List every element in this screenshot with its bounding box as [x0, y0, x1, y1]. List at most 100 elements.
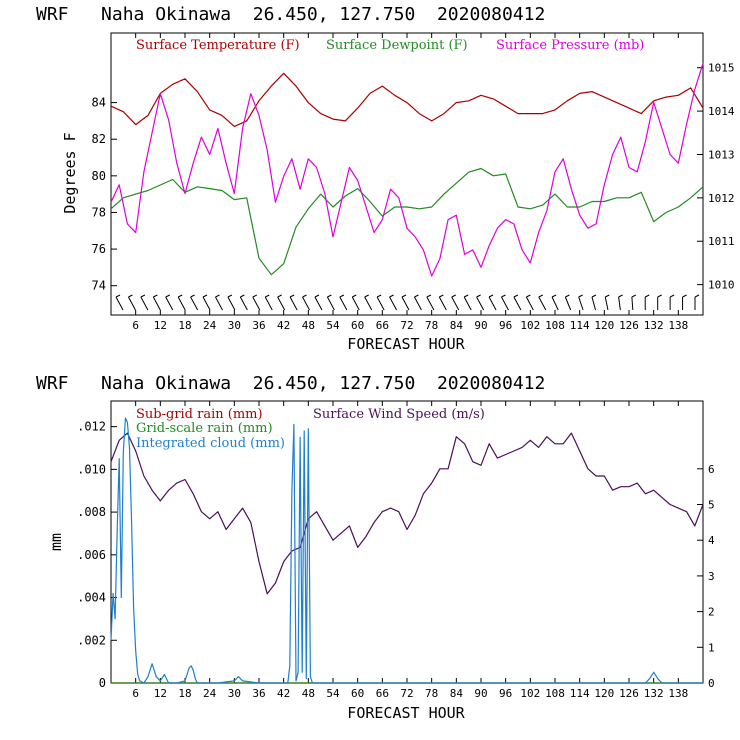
- chart2-x-axis-label: FORECAST HOUR: [347, 704, 465, 722]
- chart1-x-tick-label: 18: [178, 319, 191, 332]
- chart1-x-tick-label: 96: [499, 319, 512, 332]
- chart1-x-tick-label: 30: [228, 319, 241, 332]
- chart1-wind-barb-flag: [252, 294, 258, 298]
- chart1-wind-barb-flag: [140, 294, 146, 298]
- chart1-y2-tick-label: 1011: [708, 235, 735, 248]
- chart1-x-tick-label: 48: [302, 319, 315, 332]
- chart2-x-tick-label: 48: [302, 687, 315, 700]
- chart1-y2-tick-label: 1015: [708, 62, 735, 75]
- chart2-x-tick-label: 60: [351, 687, 364, 700]
- chart1-x-tick-label: 24: [203, 319, 217, 332]
- chart2-y-tick-label: 0: [99, 676, 106, 690]
- chart1-wind-barb-flag: [501, 294, 506, 298]
- chart2-x-tick-label: 138: [668, 687, 688, 700]
- chart2-y2-tick-label: 1: [708, 641, 715, 654]
- chart1-wind-barb-flag: [302, 294, 307, 298]
- chart1-y2-tick-label: 1012: [708, 192, 735, 205]
- chart1-wind-barb-flag: [227, 294, 233, 298]
- chart1-wind-barb-flag: [153, 294, 158, 298]
- chart1-wind-barb-flag: [264, 294, 270, 298]
- chart1-wind-barb-flag: [565, 294, 570, 298]
- chart2-x-tick-label: 96: [499, 687, 512, 700]
- chart2-y2-tick-label: 0: [708, 677, 715, 690]
- chart1-wind-barb-flag: [240, 294, 245, 298]
- chart1-wind-barb-flag: [463, 294, 469, 298]
- chart1-wind-barb: [165, 296, 174, 311]
- chart2-x-tick-label: 66: [376, 687, 389, 700]
- chart1-title: WRF Naha Okinawa 26.450, 127.750 2020080…: [36, 4, 545, 25]
- chart1-x-tick-label: 78: [425, 319, 438, 332]
- chart2-x-tick-label: 42: [277, 687, 290, 700]
- chart1-legend-dewpoint: Surface Dewpoint (F): [326, 38, 468, 53]
- chart2-x-tick-label: 132: [644, 687, 664, 700]
- chart1-wind-barb-flag: [327, 294, 332, 298]
- chart2-x-tick-label: 126: [619, 687, 639, 700]
- chart1-wind-barb: [302, 296, 310, 311]
- chart2-series-line-surface-wind-speed: [110, 432, 704, 595]
- chart1-x-tick-label: 90: [474, 319, 487, 332]
- chart2-x-tick-label: 102: [520, 687, 540, 700]
- chart1-wind-barb-flag: [551, 294, 557, 298]
- chart1-wind-barb-flag: [439, 294, 444, 298]
- chart1-wind-barb-flag: [190, 294, 195, 298]
- chart1-wind-barb: [152, 296, 161, 311]
- chart1-y-axis-label: Degrees F: [61, 132, 79, 213]
- chart2-y2-tick-label: 4: [708, 534, 715, 547]
- chart1-wind-barb: [140, 296, 149, 311]
- chart1-wind-barb: [525, 296, 534, 311]
- chart1-x-tick-label: 54: [326, 319, 340, 332]
- chart2-legend-cloud: Integrated cloud (mm): [136, 436, 285, 451]
- chart1-wind-barb: [413, 296, 422, 311]
- chart1-x-tick-label: 84: [450, 319, 464, 332]
- chart2-x-tick-label: 108: [545, 687, 565, 700]
- chart1-wind-barb: [314, 296, 323, 311]
- chart1-wind-barb: [252, 296, 261, 311]
- chart1-y-tick-label: 74: [92, 279, 106, 293]
- chart2-x-tick-label: 72: [400, 687, 413, 700]
- chart1-wind-barb: [202, 296, 211, 311]
- chart1-wind-barb: [215, 296, 223, 311]
- chart1-wind-barb: [618, 296, 621, 311]
- chart1-wind-barb: [604, 296, 609, 311]
- chart1-wind-barb: [339, 296, 348, 311]
- chart2-y-tick-label: .008: [77, 505, 106, 519]
- chart2-x-tick-label: 84: [450, 687, 464, 700]
- chart1-wind-barb: [564, 296, 572, 311]
- chart1-wind-barb-flag: [426, 294, 432, 298]
- chart1-x-tick-label: 60: [351, 319, 364, 332]
- chart1-series-line-surface-temperature: [110, 72, 704, 128]
- chart1-wind-barb: [488, 296, 497, 311]
- chart1-wind-barb: [463, 296, 472, 311]
- chart2-y-tick-label: .002: [77, 633, 106, 647]
- chart1-wind-barb-flag: [339, 294, 345, 298]
- chart1-wind-barb-flag: [289, 294, 295, 298]
- chart1-wind-barb-flag: [631, 294, 637, 298]
- chart1-y-tick-label: 76: [92, 242, 106, 256]
- chart1-wind-barb: [351, 296, 360, 311]
- chart1-wind-barb: [513, 296, 522, 311]
- chart1-wind-barb-flag: [202, 294, 208, 298]
- chart2-y2-tick-label: 6: [708, 463, 715, 476]
- chart1-x-axis-label: FORECAST HOUR: [347, 335, 465, 353]
- chart1-x-tick-label: 42: [277, 319, 290, 332]
- chart1-wind-barb-flag: [401, 294, 407, 298]
- chart1-wind-barb-flag: [128, 294, 133, 298]
- chart1-wind-barb-flag: [314, 294, 320, 298]
- chart2-legend-wind-speed: Surface Wind Speed (m/s): [313, 407, 485, 422]
- chart2-y-tick-label: .012: [77, 420, 106, 434]
- chart1-wind-barb-flag: [605, 294, 610, 298]
- chart1-wind-barb: [127, 296, 136, 311]
- chart1-wind-barb: [591, 296, 597, 311]
- chart2-title: WRF Naha Okinawa 26.450, 127.750 2020080…: [36, 373, 545, 394]
- chart1-wind-barb-flag: [389, 294, 394, 298]
- chart1-wind-barb-flag: [513, 294, 519, 298]
- chart1-legend-temperature: Surface Temperature (F): [136, 38, 300, 53]
- chart1-wind-barb: [277, 296, 286, 311]
- chart1-wind-barb-flag: [591, 294, 597, 298]
- chart2-x-tick-label: 120: [594, 687, 614, 700]
- chart1-wind-barb-flag: [215, 294, 220, 298]
- chart1-x-tick-label: 108: [545, 319, 565, 332]
- chart1-wind-barb-flag: [657, 294, 662, 298]
- chart1-wind-barb-flag: [115, 294, 121, 298]
- chart2-y-tick-label: .006: [77, 548, 106, 562]
